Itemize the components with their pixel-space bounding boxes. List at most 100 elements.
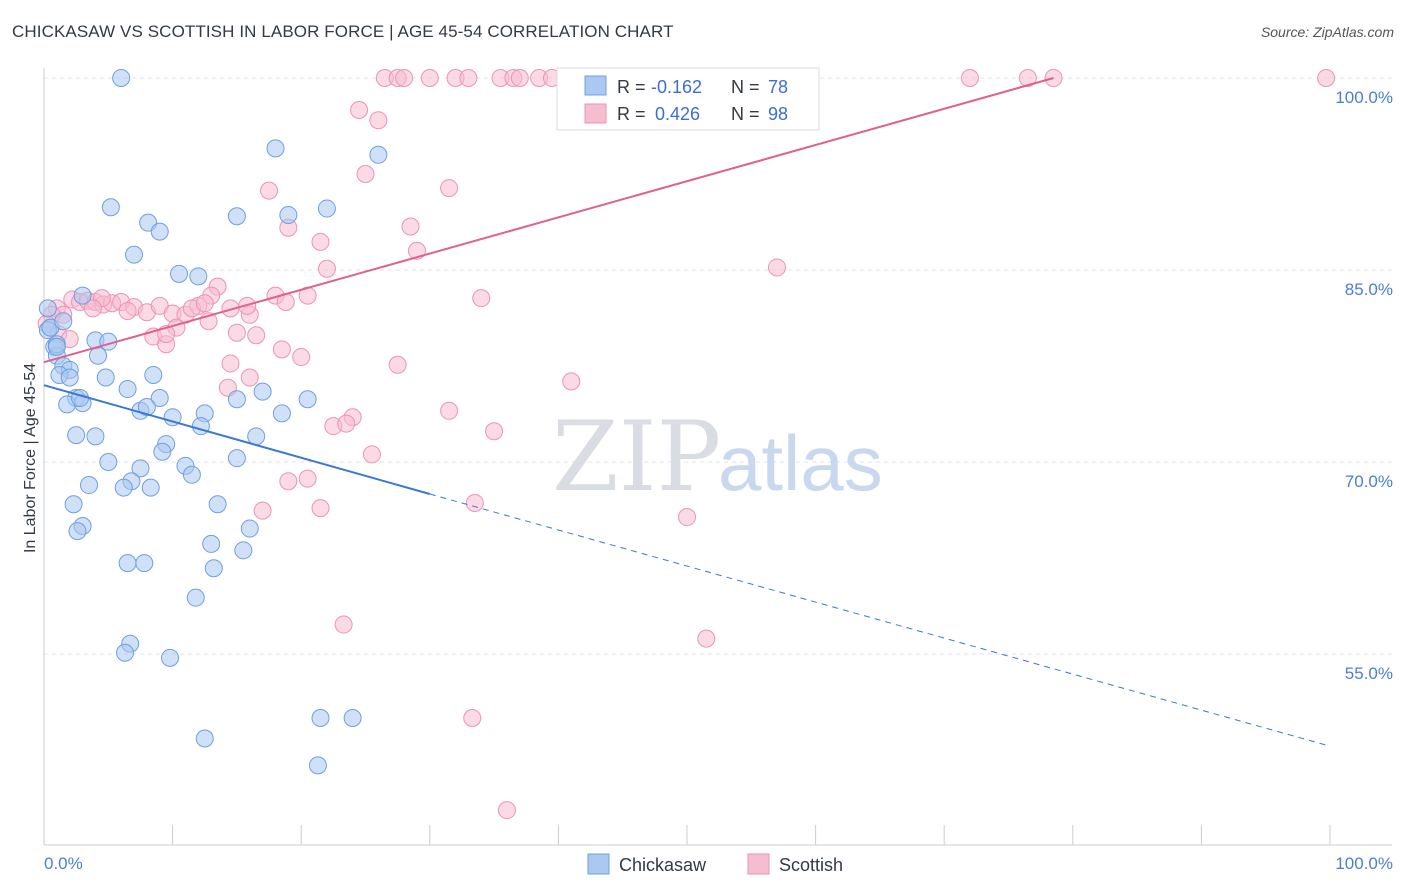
- chickasaw-point: [153, 442, 172, 461]
- y-tick-labels: 100.0% 85.0% 70.0% 55.0%: [1335, 88, 1393, 683]
- scottish-point: [298, 469, 317, 488]
- watermark: ZIP atlas: [552, 401, 883, 513]
- scottish-point: [369, 111, 388, 130]
- legend-scottish-n-label: N =: [731, 104, 760, 124]
- watermark-atlas: atlas: [718, 419, 883, 507]
- chickasaw-point: [38, 299, 57, 318]
- scottish-trend-line: [43, 77, 1054, 364]
- scottish-point: [510, 69, 529, 87]
- chickasaw-point: [182, 465, 201, 484]
- chickasaw-point: [112, 69, 131, 87]
- scottish-point: [227, 323, 246, 342]
- chickasaw-point: [60, 368, 79, 387]
- chickasaw-point: [311, 709, 330, 727]
- chickasaw-point: [204, 559, 223, 578]
- x-tick-label: 0.0%: [44, 854, 83, 873]
- legend-chickasaw-n-value: 78: [768, 77, 788, 97]
- scottish-point: [388, 355, 407, 374]
- grid-lines: [44, 77, 1392, 655]
- chickasaw-point: [186, 588, 205, 607]
- bottom-legend: Chickasaw Scottish: [587, 853, 843, 875]
- chickasaw-point: [141, 478, 160, 497]
- chickasaw-point: [131, 459, 150, 478]
- x-tick-label: 100.0%: [1335, 854, 1393, 873]
- y-tick-label: 85.0%: [1345, 280, 1393, 299]
- chickasaw-point: [189, 267, 208, 286]
- scottish-point: [960, 69, 979, 87]
- chickasaw-point: [67, 426, 86, 445]
- bottom-legend-scottish: Scottish: [779, 855, 843, 875]
- chickasaw-point: [266, 139, 285, 158]
- chickasaw-point: [208, 495, 227, 514]
- axes: [43, 68, 1392, 846]
- legend-swatch-chickasaw: [584, 75, 607, 96]
- legend-scottish-r-label: R =: [617, 104, 646, 124]
- chickasaw-point: [116, 643, 135, 662]
- chickasaw-point: [279, 205, 298, 224]
- chickasaw-point: [195, 729, 214, 748]
- scottish-point: [485, 422, 504, 441]
- chickasaw-point: [369, 145, 388, 164]
- chickasaw-trend-extension: [429, 493, 1331, 747]
- scottish-point: [440, 179, 459, 198]
- scottish-point: [337, 414, 356, 433]
- scottish-point: [463, 709, 482, 727]
- chickasaw-point: [96, 368, 115, 387]
- chickasaw-point: [317, 199, 336, 218]
- chickasaw-point: [73, 286, 92, 305]
- trend-lines: [43, 77, 1331, 747]
- chickasaw-trend-line: [43, 384, 431, 495]
- chickasaw-point: [343, 709, 362, 727]
- scottish-point: [311, 499, 330, 518]
- scottish-point: [420, 69, 439, 87]
- chickasaw-point: [125, 245, 144, 264]
- scottish-point: [253, 501, 272, 520]
- chickasaw-point: [227, 390, 246, 409]
- chickasaw-point: [99, 453, 118, 471]
- chickasaw-point: [298, 390, 317, 409]
- bottom-legend-chickasaw: Chickasaw: [619, 855, 707, 875]
- scottish-point: [562, 372, 581, 391]
- scottish-point: [272, 340, 291, 359]
- scottish-point: [697, 629, 716, 648]
- chickasaw-point: [202, 534, 221, 553]
- scottish-point: [195, 294, 214, 313]
- chickasaw-point: [86, 427, 105, 446]
- scottish-point: [768, 258, 787, 277]
- chickasaw-point: [272, 404, 291, 423]
- bottom-legend-swatch-chickasaw: [587, 853, 610, 875]
- legend-box: R = -0.162 N = 78 R = 0.426 N = 98: [556, 67, 820, 131]
- y-axis-label: In Labor Force | Age 45-54: [22, 363, 39, 553]
- chickasaw-point: [150, 222, 169, 241]
- chickasaw-point: [80, 476, 99, 495]
- scottish-point: [459, 69, 478, 87]
- scottish-point: [311, 232, 330, 251]
- legend-chickasaw-r-value: -0.162: [651, 77, 702, 97]
- chickasaw-point: [114, 478, 133, 497]
- source-credit: Source: ZipAtlas.com: [1260, 24, 1394, 40]
- chickasaw-point: [135, 554, 154, 573]
- scottish-point: [221, 354, 240, 373]
- scottish-point: [1018, 69, 1037, 87]
- scottish-point: [317, 259, 336, 278]
- scottish-point: [440, 401, 459, 420]
- scottish-point: [472, 289, 491, 308]
- scottish-point: [362, 445, 381, 464]
- scottish-point: [395, 69, 414, 87]
- legend-chickasaw-r-label: R =: [617, 77, 646, 97]
- chickasaw-point: [163, 408, 182, 427]
- scottish-point: [334, 615, 353, 634]
- chickasaw-point: [64, 495, 83, 514]
- scottish-point: [240, 368, 259, 387]
- chickasaw-point: [234, 541, 253, 560]
- y-tick-label: 70.0%: [1345, 472, 1393, 491]
- chickasaw-point: [118, 554, 137, 573]
- chickasaw-point: [118, 380, 137, 399]
- chickasaw-point: [227, 449, 246, 468]
- y-tick-label: 55.0%: [1345, 664, 1393, 683]
- scottish-point: [118, 301, 137, 320]
- chickasaw-point: [253, 382, 272, 401]
- scottish-point: [247, 326, 266, 345]
- scottish-point: [401, 217, 420, 236]
